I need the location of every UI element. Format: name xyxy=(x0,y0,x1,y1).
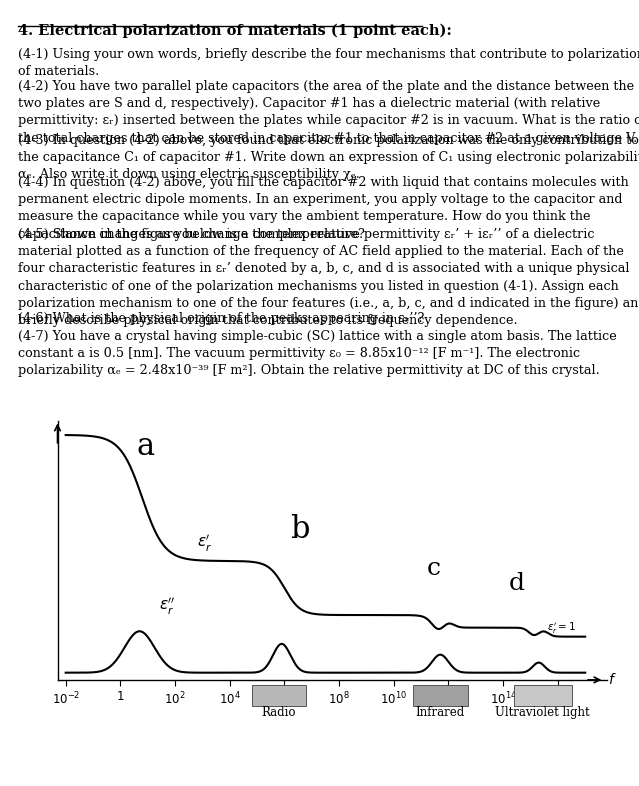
Bar xyxy=(413,685,468,706)
Text: c: c xyxy=(427,557,441,580)
Text: (4-2) You have two parallel plate capacitors (the area of the plate and the dist: (4-2) You have two parallel plate capaci… xyxy=(18,80,639,145)
Text: Ultraviolet light: Ultraviolet light xyxy=(495,706,590,719)
Text: (4-5) Shown in the figure below is a complex relative permittivity εᵣ’ + iεᵣ’’ o: (4-5) Shown in the figure below is a com… xyxy=(18,228,639,327)
Text: Infrared: Infrared xyxy=(415,706,465,719)
Text: d: d xyxy=(509,572,525,595)
Text: b: b xyxy=(290,514,309,545)
Text: (4-6) What is the physical origin of the peaks appearing in εᵣ’’?: (4-6) What is the physical origin of the… xyxy=(18,312,424,325)
Bar xyxy=(252,685,306,706)
Text: $\varepsilon_r'$: $\varepsilon_r'$ xyxy=(197,532,212,553)
Text: (4-1) Using your own words, briefly describe the four mechanisms that contribute: (4-1) Using your own words, briefly desc… xyxy=(18,48,639,78)
Bar xyxy=(514,685,571,706)
Text: $\varepsilon_r' = 1$: $\varepsilon_r' = 1$ xyxy=(547,621,576,637)
Text: (4-3) In question (4-2) above, you found that electronic polarization was the on: (4-3) In question (4-2) above, you found… xyxy=(18,134,639,182)
Text: 4. Electrical polarization of materials (1 point each):: 4. Electrical polarization of materials … xyxy=(18,24,452,39)
Text: Radio: Radio xyxy=(262,706,296,719)
Text: $\varepsilon_r''$: $\varepsilon_r''$ xyxy=(158,596,175,616)
Text: a: a xyxy=(137,432,155,462)
Text: (4-7) You have a crystal having simple-cubic (SC) lattice with a single atom bas: (4-7) You have a crystal having simple-c… xyxy=(18,330,617,377)
Text: $f$: $f$ xyxy=(608,672,617,688)
Text: (4-4) In question (4-2) above, you fill the capacitor #2 with liquid that contai: (4-4) In question (4-2) above, you fill … xyxy=(18,176,629,241)
